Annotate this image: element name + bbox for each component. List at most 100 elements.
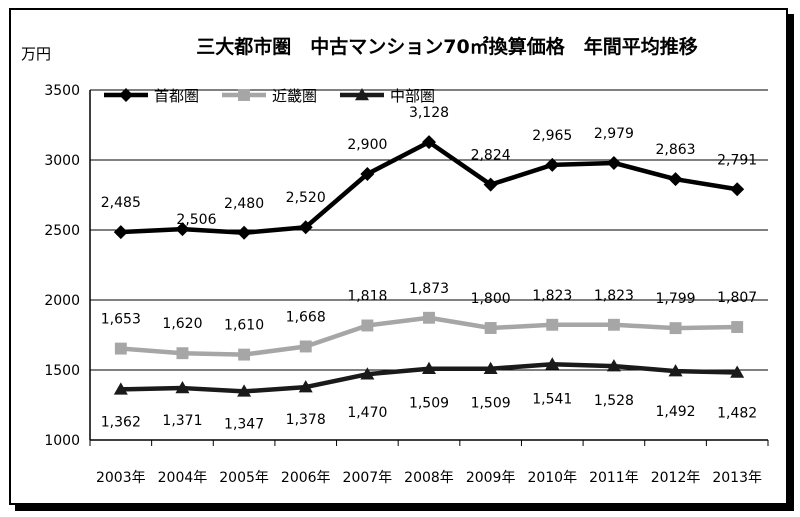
legend: 首都圏 近畿圏 中部圏 [104,87,435,105]
x-tick-label: 2004年 [158,470,208,486]
data-label: 1,873 [409,281,449,297]
data-label: 1,347 [224,416,264,432]
legend-label: 首都圏 [154,87,199,105]
data-point [175,222,190,237]
data-point [484,322,497,334]
data-point [360,167,375,181]
data-point [360,367,375,380]
y-tick-label: 1500 [44,363,80,379]
data-point [483,361,498,374]
data-label: 1,800 [471,291,511,307]
x-tick-label: 2005年 [219,470,269,486]
data-point [606,155,621,170]
legend-marker [238,89,250,101]
y-tick-label: 2000 [44,293,80,309]
data-label: 1,668 [286,309,326,325]
data-point [730,365,745,378]
data-label: 2,791 [717,152,757,168]
data-point [668,172,683,187]
y-tick-label: 2500 [44,223,80,239]
data-label: 2,965 [532,128,572,144]
y-tick-label: 1000 [44,433,80,449]
chart-frame [9,8,788,505]
data-label: 1,541 [532,391,572,407]
data-label: 2,520 [286,190,326,206]
x-tick-label: 2012年 [651,470,701,486]
data-point [361,319,374,332]
data-label: 1,371 [162,413,202,429]
data-point [545,357,560,370]
data-label: 1,482 [717,406,757,422]
data-label: 1,362 [101,414,141,430]
data-label: 1,610 [224,318,264,334]
data-label: 1,470 [347,405,387,421]
data-point [114,342,127,355]
x-tick-label: 2008年 [404,470,454,486]
data-label: 1,823 [532,288,572,304]
data-label: 2,900 [347,137,387,153]
data-point [237,384,252,397]
data-point [546,318,559,331]
data-label: 1,509 [409,396,449,412]
data-point [298,380,313,393]
legend-item-1: 首都圏 [104,87,199,105]
data-point [299,340,312,353]
legend-label: 近畿圏 [272,87,317,105]
x-tick-label: 2011年 [589,470,639,486]
x-tick-label: 2010年 [527,470,577,486]
legend-marker [355,88,369,101]
data-label: 2,485 [101,195,141,211]
x-tick-label: 2003年 [96,470,146,486]
data-label: 2,480 [224,196,264,212]
legend-marker [119,88,133,102]
data-label: 3,128 [409,105,449,121]
x-tick-label: 2007年 [343,470,393,486]
y-tick-label: 3500 [44,83,80,99]
data-label: 1,378 [286,412,326,428]
data-point [422,361,436,374]
data-point [730,182,745,197]
x-tick-label: 2013年 [712,470,762,486]
data-label: 1,799 [655,291,695,307]
data-label: 2,979 [594,126,634,142]
series-group [113,135,745,397]
y-tick-label: 3000 [44,153,80,169]
data-label: 1,653 [101,312,141,328]
data-point [731,321,744,333]
legend-label: 中部圏 [390,87,435,105]
data-label: 2,506 [176,212,216,228]
x-tick-label: 2009年 [466,470,516,486]
data-label: 2,824 [471,148,511,164]
chart-title: 三大都市圏 中古マンション70㎡換算価格 年間平均推移 [196,35,697,58]
data-labels: 2,485 2,506 2,480 2,520 2,900 3,128 2,824 2,965… [101,105,757,432]
data-point [423,311,435,324]
data-point [606,359,621,372]
data-label: 1,620 [162,316,202,332]
data-point [113,225,128,240]
data-point [607,318,620,331]
data-point [483,177,498,192]
x-tick-labels: 2003年 2004年 2005年 2006年 2007年 2008年 2009年 2010年… [96,470,762,486]
data-label: 1,528 [594,393,634,409]
data-point [669,322,682,335]
series-1 [113,135,745,240]
data-point [175,381,190,394]
y-tick-labels: 1000 1500 2000 2500 3000 3500 [44,83,80,449]
data-label: 1,823 [594,288,634,304]
data-point [298,220,313,235]
x-tick-label: 2006年 [281,470,331,486]
legend-item-3: 中部圏 [340,87,435,105]
data-point [422,135,436,150]
data-point [545,157,560,172]
data-point [176,347,189,360]
data-label: 1,807 [717,290,757,306]
series-2 [114,311,744,361]
data-point [238,348,251,361]
data-label: 1,492 [655,404,695,420]
data-point [237,225,252,240]
data-label: 1,818 [347,288,387,304]
data-label: 1,509 [471,396,511,412]
legend-item-2: 近畿圏 [222,87,317,105]
axes [89,90,769,446]
